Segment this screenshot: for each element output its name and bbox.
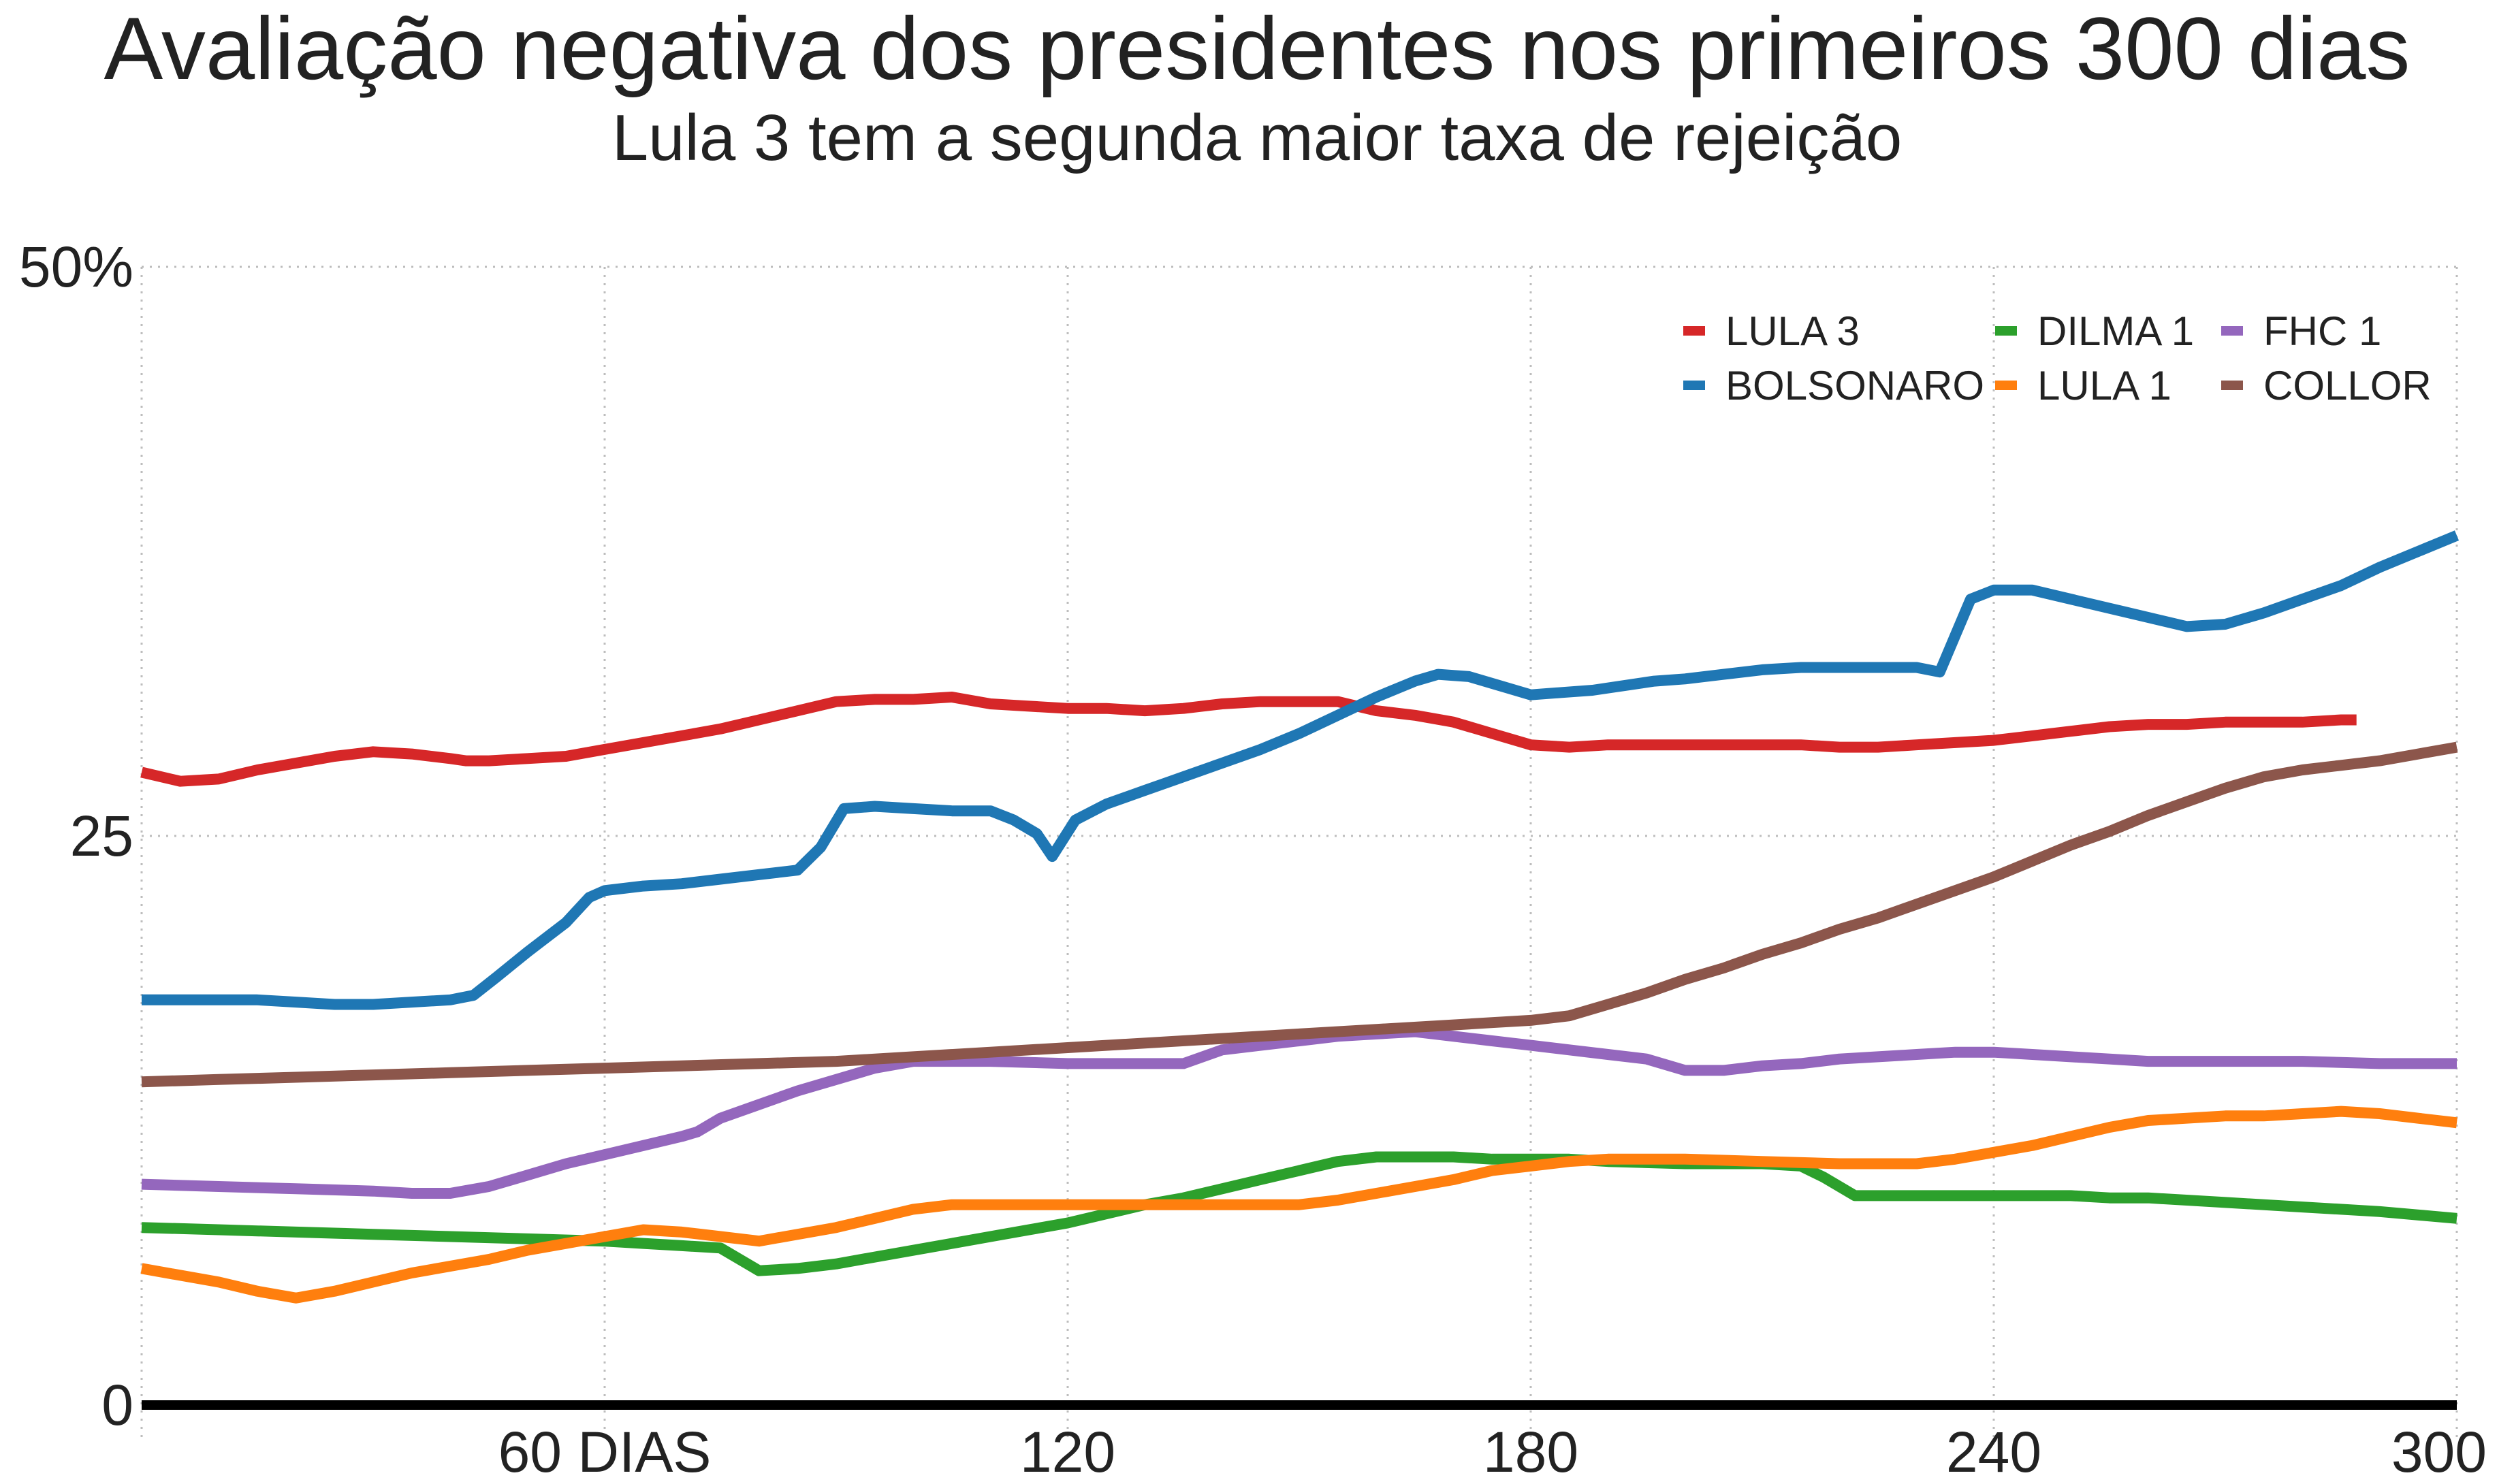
- legend: LULA 3 BOLSONARO DILMA 1 LULA 1 FHC 1 COLLOR: [1683, 308, 2432, 408]
- series-line-dilma-1: [141, 1151, 2457, 1276]
- x-tick-label: 240: [1946, 1420, 2041, 1484]
- legend-item-collor: COLLOR: [2221, 363, 2432, 408]
- legend-swatch: [1995, 326, 2017, 336]
- legend-swatch: [1995, 381, 2017, 390]
- series-line-lula-3: [140, 692, 2357, 787]
- legend-swatch: [1683, 326, 1705, 336]
- legend-swatch: [1683, 381, 1705, 390]
- axes: 0 25 50% 60 DIAS 120 180 240 300: [19, 235, 2487, 1484]
- chart-subtitle: Lula 3 tem a segunda maior taxa de rejei…: [611, 101, 1903, 174]
- legend-label: COLLOR: [2263, 363, 2432, 408]
- x-tick-label: 300: [2391, 1420, 2487, 1484]
- series-lines: [140, 530, 2460, 1304]
- x-tick-label: 60 DIAS: [498, 1420, 712, 1484]
- y-tick-label: 0: [101, 1373, 133, 1437]
- series-line-fhc-1: [141, 1026, 2457, 1199]
- legend-label: LULA 3: [1725, 308, 1860, 354]
- series-line-collor: [141, 741, 2458, 1088]
- legend-item-dilma-1: DILMA 1: [1995, 308, 2194, 354]
- legend-swatch: [2221, 381, 2243, 390]
- legend-item-fhc-1: FHC 1: [2221, 308, 2381, 354]
- legend-item-lula-1: LULA 1: [1995, 363, 2171, 408]
- legend-swatch: [2221, 326, 2243, 336]
- series-line-lula-1: [140, 1106, 2457, 1304]
- y-tick-label: 25: [70, 804, 133, 868]
- legend-label: FHC 1: [2263, 308, 2381, 354]
- legend-item-bolsonaro: BOLSONARO: [1683, 363, 1984, 408]
- x-tick-label: 120: [1020, 1420, 1115, 1484]
- grid-lines: [140, 265, 2458, 1442]
- legend-label: LULA 1: [2037, 363, 2171, 408]
- legend-label: BOLSONARO: [1725, 363, 1984, 408]
- legend-item-lula-3: LULA 3: [1683, 308, 1860, 354]
- series-line-bolsonaro: [142, 530, 2460, 1010]
- x-tick-label: 180: [1483, 1420, 1578, 1484]
- y-tick-label: 50%: [19, 235, 133, 299]
- chart-title: Avaliação negativa dos presidentes nos p…: [104, 0, 2410, 98]
- legend-label: DILMA 1: [2037, 308, 2194, 354]
